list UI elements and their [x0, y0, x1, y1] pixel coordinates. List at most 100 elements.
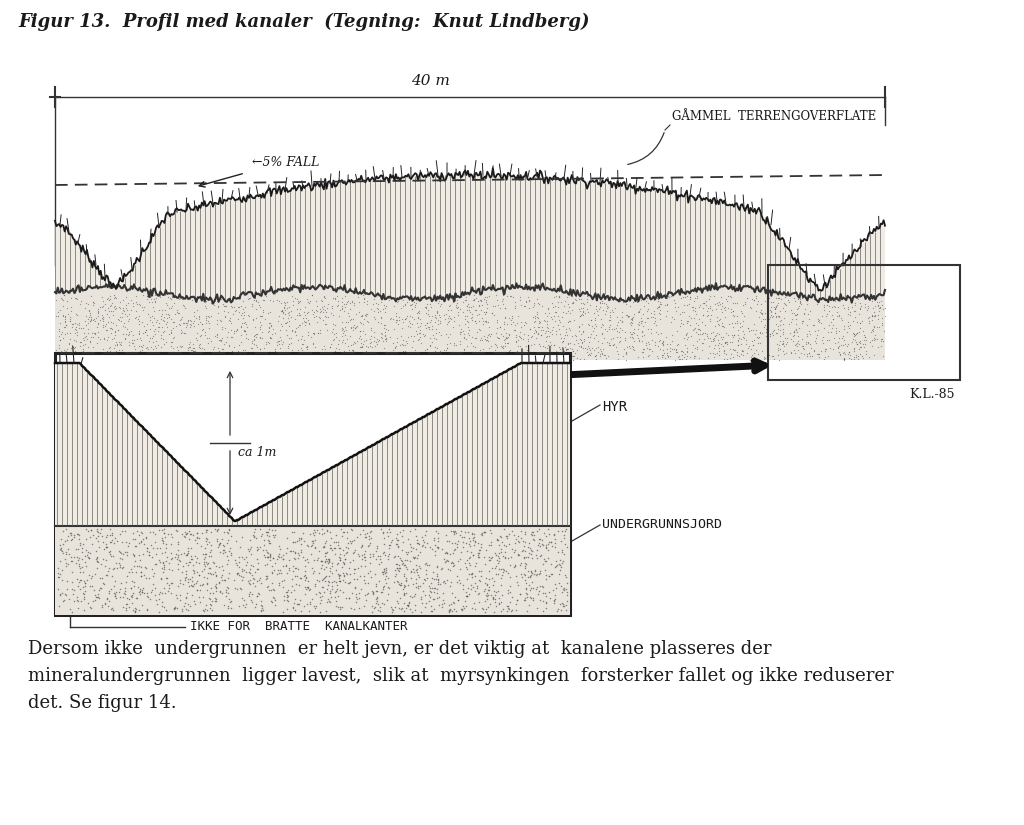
Point — [398, 295, 415, 309]
Point — [94, 318, 111, 331]
Point — [338, 316, 354, 329]
Point — [866, 309, 883, 322]
Point — [60, 337, 77, 350]
Point — [575, 334, 592, 347]
Point — [138, 323, 155, 337]
Point — [247, 320, 263, 333]
Point — [185, 346, 202, 359]
Point — [375, 581, 391, 594]
Point — [245, 345, 261, 358]
Point — [252, 300, 268, 314]
Point — [595, 332, 611, 345]
Point — [539, 318, 555, 331]
Point — [248, 597, 264, 610]
Point — [708, 329, 724, 342]
Point — [181, 290, 198, 303]
Point — [523, 526, 540, 539]
Point — [57, 557, 74, 570]
Point — [499, 605, 515, 618]
Point — [390, 533, 407, 546]
Point — [510, 578, 526, 592]
Point — [108, 585, 124, 598]
Point — [445, 556, 462, 569]
Point — [304, 561, 321, 574]
Point — [406, 349, 422, 362]
Point — [343, 601, 359, 615]
Point — [262, 316, 279, 329]
Point — [711, 314, 727, 327]
Point — [662, 337, 678, 351]
Point — [365, 587, 381, 601]
Point — [458, 290, 474, 304]
Point — [442, 304, 459, 317]
Point — [336, 345, 352, 358]
Point — [472, 304, 488, 317]
Point — [461, 323, 477, 337]
Point — [739, 346, 756, 360]
Point — [121, 313, 137, 326]
Point — [102, 322, 119, 335]
Point — [430, 540, 446, 554]
Point — [51, 333, 68, 346]
Point — [507, 353, 523, 366]
Point — [504, 603, 520, 616]
Point — [123, 304, 139, 317]
Point — [208, 331, 224, 344]
Point — [455, 578, 471, 592]
Point — [598, 290, 614, 304]
Point — [130, 549, 146, 562]
Point — [347, 307, 364, 320]
Point — [274, 304, 291, 318]
Point — [646, 317, 663, 330]
Point — [427, 309, 443, 322]
Point — [181, 532, 198, 545]
Point — [479, 589, 496, 602]
Point — [588, 348, 604, 361]
Point — [608, 340, 625, 353]
Point — [244, 337, 260, 350]
Point — [331, 345, 347, 358]
Point — [285, 295, 301, 308]
Point — [201, 535, 217, 549]
Point — [719, 353, 735, 366]
Point — [447, 299, 464, 312]
Point — [543, 311, 559, 324]
Point — [852, 336, 868, 349]
Point — [836, 302, 852, 315]
Point — [638, 290, 654, 304]
Point — [144, 342, 161, 356]
Point — [462, 312, 478, 325]
Point — [338, 297, 354, 310]
Point — [198, 352, 214, 365]
Point — [507, 559, 523, 573]
Point — [218, 585, 234, 598]
Point — [697, 318, 714, 332]
Point — [625, 332, 641, 345]
Point — [366, 345, 382, 358]
Point — [316, 304, 333, 317]
Point — [353, 553, 370, 566]
Point — [69, 309, 85, 322]
Point — [446, 349, 463, 362]
Point — [605, 293, 622, 306]
Point — [196, 352, 212, 365]
Point — [399, 600, 416, 613]
Point — [182, 341, 199, 354]
Point — [360, 567, 377, 580]
Point — [292, 594, 308, 607]
Point — [307, 341, 324, 354]
Point — [216, 598, 232, 611]
Point — [492, 321, 508, 334]
Point — [316, 346, 333, 360]
Point — [728, 348, 744, 361]
Point — [156, 522, 172, 535]
Point — [389, 596, 406, 610]
Point — [214, 332, 230, 345]
Point — [870, 309, 887, 322]
Point — [426, 572, 442, 585]
Point — [498, 327, 514, 340]
Point — [632, 291, 648, 304]
Point — [50, 600, 67, 613]
Point — [418, 525, 434, 538]
Point — [218, 351, 234, 364]
